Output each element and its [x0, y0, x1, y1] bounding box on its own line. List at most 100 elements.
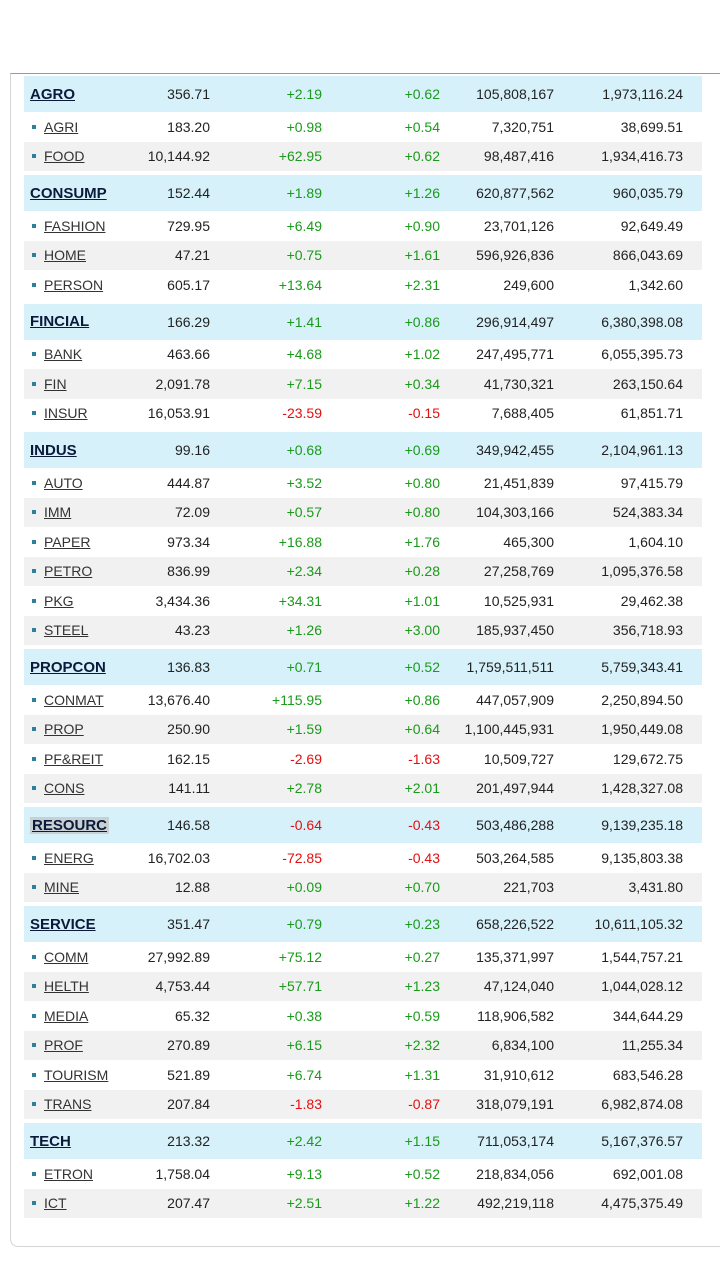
volume-value: 135,371,997: [476, 948, 554, 965]
volume-value: 503,486,288: [476, 817, 554, 833]
index-value: 152.44: [167, 185, 210, 201]
sector-link[interactable]: TECH: [30, 1132, 71, 1150]
trade-value: 1,973,116.24: [602, 86, 683, 102]
volume-value: 185,937,450: [476, 622, 554, 639]
sub-sector-link[interactable]: INSUR: [44, 405, 88, 422]
percent-change-value: +0.80: [404, 504, 440, 521]
sub-sector-row: ENERG 16,702.03 -72.85 -0.43 503,264,585 9,13…: [24, 843, 702, 873]
trade-value: 683,546.28: [612, 1066, 683, 1083]
change-value: +2.78: [286, 780, 322, 797]
sub-sector-link[interactable]: PROP: [44, 721, 84, 738]
sub-sector-link[interactable]: TOURISM: [44, 1066, 109, 1083]
sub-sector-link[interactable]: CONS: [44, 780, 85, 797]
row-name-cell: ICT: [32, 1189, 67, 1219]
change-value: +1.26: [286, 622, 322, 639]
sub-sector-link[interactable]: CONMAT: [44, 691, 104, 708]
sub-sector-link[interactable]: PERSON: [44, 276, 104, 293]
sub-sector-link[interactable]: PAPER: [44, 533, 91, 550]
change-value: +7.15: [286, 375, 322, 392]
sub-sector-link[interactable]: ETRON: [44, 1165, 93, 1182]
sub-sector-row: HOME 47.21 +0.75 +1.61 596,926,836 866,043.69: [24, 240, 702, 270]
sub-sector-link[interactable]: PROF: [44, 1037, 83, 1054]
row-name-cell: AGRI: [32, 112, 78, 142]
sub-sector-link[interactable]: BANK: [44, 346, 83, 363]
change-value: +57.71: [278, 978, 322, 995]
sub-sector-row: HELTH 4,753.44 +57.71 +1.23 47,124,040 1,044,…: [24, 971, 702, 1001]
percent-change-value: +0.59: [404, 1007, 440, 1024]
trade-value: 1,934,416.73: [601, 148, 683, 165]
sub-sector-row: AGRI 183.20 +0.98 +0.54 7,320,751 38,699.51: [24, 112, 702, 142]
row-name-cell: PAPER: [32, 527, 90, 557]
bullet-icon: [32, 954, 36, 959]
bullet-icon: [32, 124, 36, 129]
sector-link[interactable]: CONSUMP: [30, 184, 107, 202]
change-value: +0.75: [286, 247, 322, 264]
sub-sector-link[interactable]: COMM: [44, 948, 89, 965]
volume-value: 492,219,118: [477, 1195, 554, 1212]
bullet-icon: [32, 1201, 36, 1206]
sub-sector-link[interactable]: AGRI: [44, 118, 79, 135]
sub-sector-link[interactable]: AUTO: [44, 474, 83, 491]
sector-link[interactable]: PROPCON: [30, 658, 106, 676]
sub-sector-link[interactable]: STEEL: [44, 622, 89, 639]
trade-value: 92,649.49: [620, 217, 683, 234]
volume-value: 318,079,191: [476, 1096, 554, 1113]
bullet-icon: [32, 480, 36, 485]
volume-value: 218,834,056: [476, 1165, 554, 1182]
percent-change-value: +1.61: [404, 247, 440, 264]
sub-sector-link[interactable]: FASHION: [44, 217, 106, 234]
volume-value: 1,100,445,931: [464, 721, 554, 738]
index-value: 207.47: [167, 1195, 210, 1212]
index-value: 351.47: [167, 916, 210, 932]
sub-sector-row: FOOD 10,144.92 +62.95 +0.62 98,487,416 1,934,…: [24, 141, 702, 171]
index-value: 12.88: [174, 879, 210, 896]
percent-change-value: -0.15: [408, 405, 440, 422]
trade-value: 6,055,395.73: [601, 346, 683, 363]
change-value: +1.41: [286, 313, 322, 330]
volume-value: 658,226,522: [476, 916, 554, 932]
row-name-cell: BANK: [32, 340, 82, 370]
trade-value: 524,383.34: [612, 504, 683, 521]
sub-sector-row: MINE 12.88 +0.09 +0.70 221,703 3,431.80: [24, 872, 702, 902]
trade-value: 5,167,376.57: [601, 1133, 683, 1149]
sub-sector-link[interactable]: FIN: [44, 375, 67, 392]
sub-sector-link[interactable]: IMM: [44, 504, 72, 521]
change-value: -0.64: [290, 817, 322, 833]
sub-sector-row: FIN 2,091.78 +7.15 +0.34 41,730,321 263,150.6…: [24, 369, 702, 399]
sub-sector-link[interactable]: ENERG: [44, 849, 94, 866]
sector-link[interactable]: SERVICE: [30, 915, 96, 933]
sub-sector-link[interactable]: ICT: [44, 1195, 67, 1212]
sub-sector-link[interactable]: PKG: [44, 592, 74, 609]
sub-sector-link[interactable]: TRANS: [44, 1096, 92, 1113]
percent-change-value: +0.54: [404, 118, 440, 135]
row-name-cell: PROF: [32, 1031, 83, 1061]
sub-sector-link[interactable]: HELTH: [44, 978, 89, 995]
index-value: 27,992.89: [147, 948, 210, 965]
row-name-cell: ETRON: [32, 1159, 93, 1189]
sub-sector-link[interactable]: HOME: [44, 247, 86, 264]
sub-sector-row: BANK 463.66 +4.68 +1.02 247,495,771 6,055,395…: [24, 340, 702, 370]
row-name-cell: CONSUMP: [30, 175, 107, 211]
sub-sector-link[interactable]: FOOD: [44, 148, 85, 165]
index-value: 3,434.36: [155, 592, 211, 609]
index-value: 16,702.03: [147, 849, 210, 866]
sub-sector-row: INSUR 16,053.91 -23.59 -0.15 7,688,405 61,851…: [24, 399, 702, 429]
sector-link[interactable]: FINCIAL: [30, 313, 90, 330]
sector-group-row: SERVICE 351.47 +0.79 +0.23 658,226,522 10,611…: [24, 906, 702, 942]
trade-value: 1,095,376.58: [601, 563, 683, 580]
sub-sector-link[interactable]: PETRO: [44, 563, 93, 580]
percent-change-value: +0.70: [404, 879, 440, 896]
sector-link[interactable]: AGRO: [30, 85, 75, 103]
sub-sector-row: CONMAT 13,676.40 +115.95 +0.86 447,057,909 2,…: [24, 685, 702, 715]
sector-link[interactable]: RESOURC: [30, 816, 110, 834]
volume-value: 7,320,751: [491, 118, 554, 135]
trade-value: 11,255.34: [621, 1037, 683, 1054]
sector-link[interactable]: INDUS: [30, 441, 77, 459]
sub-sector-link[interactable]: MEDIA: [44, 1007, 89, 1024]
index-value: 521.89: [167, 1066, 210, 1083]
volume-value: 1,759,511,511: [466, 659, 554, 675]
trade-value: 356,718.93: [612, 622, 683, 639]
trade-value: 38,699.51: [620, 118, 683, 135]
sub-sector-link[interactable]: PF&REIT: [44, 750, 104, 767]
sub-sector-link[interactable]: MINE: [44, 879, 79, 896]
